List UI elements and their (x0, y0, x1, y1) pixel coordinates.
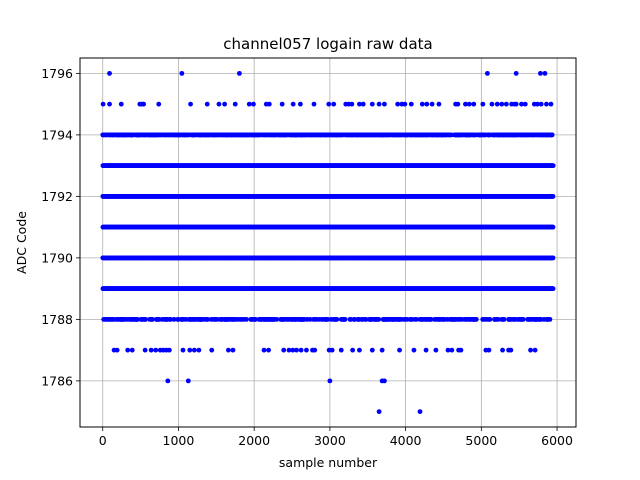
data-point (550, 193, 556, 199)
data-point (550, 224, 556, 230)
data-point (550, 163, 556, 169)
data-point (550, 255, 556, 261)
data-point (549, 132, 555, 138)
data-points (100, 70, 556, 415)
